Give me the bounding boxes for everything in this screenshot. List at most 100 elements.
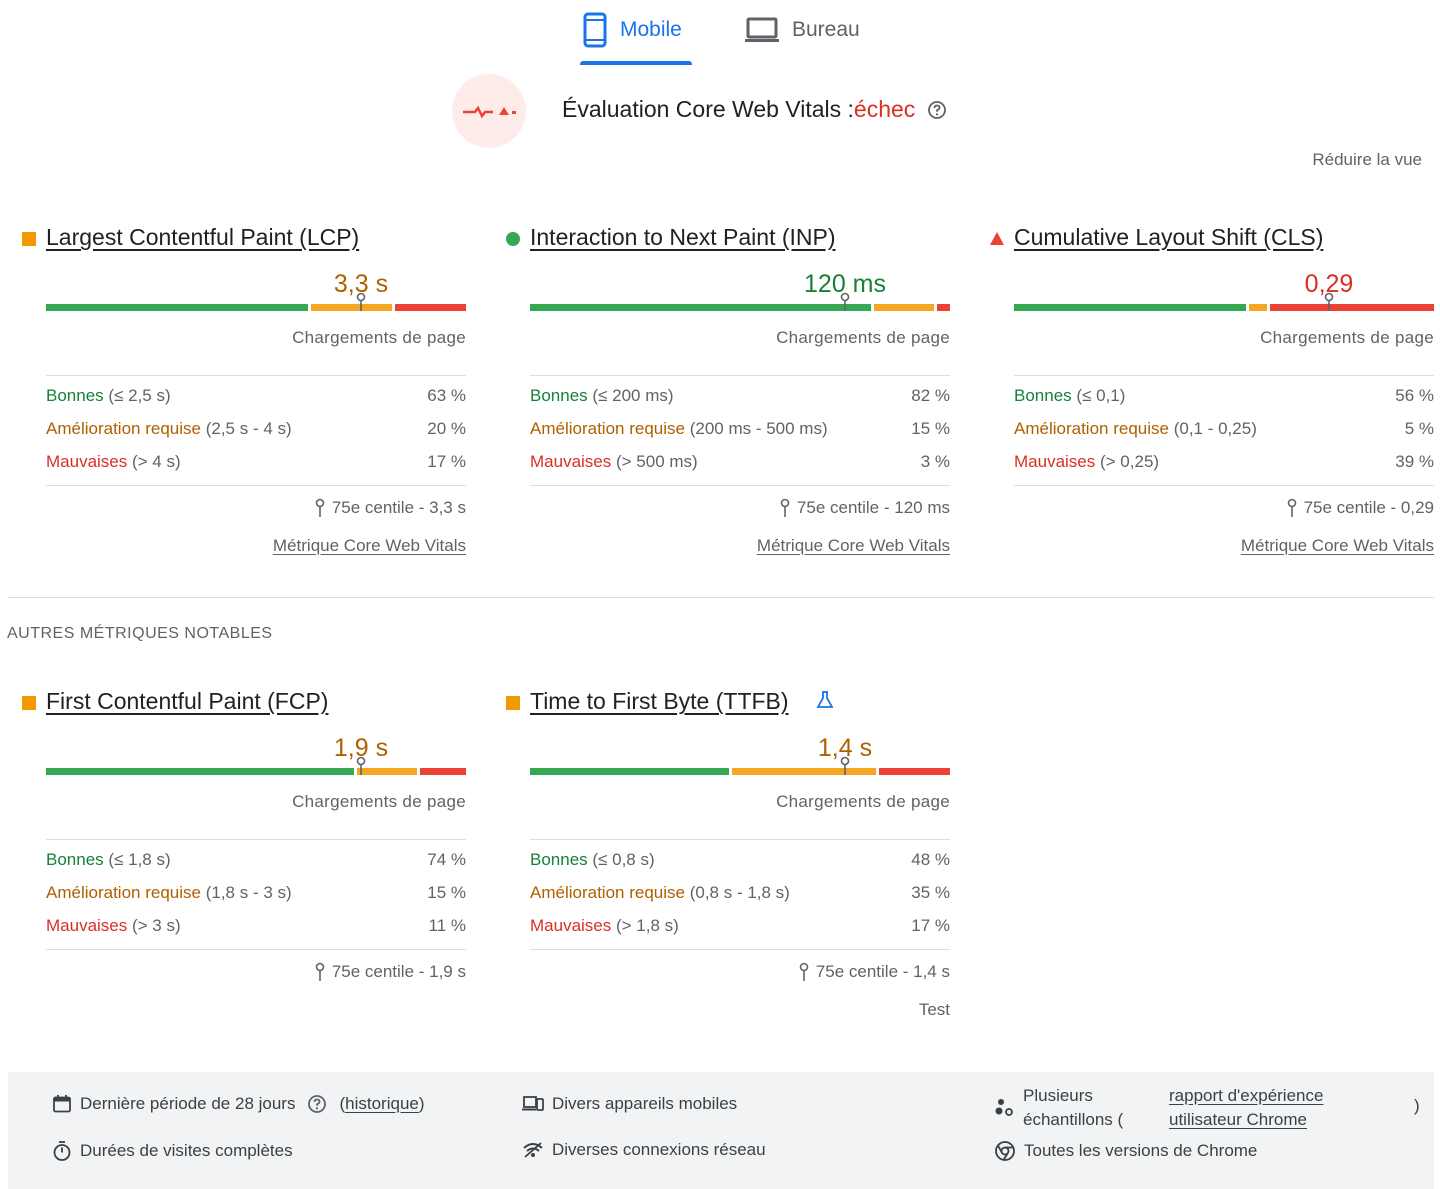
bar-segment-good bbox=[46, 304, 308, 311]
device-tabs: Mobile Bureau bbox=[0, 0, 1440, 70]
core-web-vitals-link[interactable]: Métrique Core Web Vitals bbox=[756, 536, 950, 555]
row-range: (≤ 0,1) bbox=[1076, 386, 1126, 405]
history-link[interactable]: historique bbox=[345, 1094, 419, 1113]
footer-period-label: Dernière période de 28 jours bbox=[80, 1094, 296, 1113]
row-percent: 48 % bbox=[911, 850, 950, 869]
p75-label: 75e centile - 0,29 bbox=[1303, 498, 1434, 517]
flask-icon bbox=[816, 691, 834, 708]
help-icon[interactable] bbox=[307, 1094, 327, 1114]
metric-name-link[interactable]: Time to First Byte (TTFB) bbox=[530, 688, 789, 714]
assessment-status: échec bbox=[853, 96, 916, 122]
row-percent: 56 % bbox=[1395, 386, 1434, 405]
other-metrics-title: AUTRES MÉTRIQUES NOTABLES bbox=[7, 625, 273, 642]
reduce-view-button[interactable]: Réduire la vue bbox=[1312, 150, 1422, 169]
bar-segment-poor bbox=[1270, 304, 1434, 311]
devices-icon bbox=[522, 1096, 544, 1111]
row-percent: 11 % bbox=[428, 916, 467, 935]
distribution-bar bbox=[1014, 292, 1434, 311]
bar-segment-good bbox=[46, 768, 354, 775]
distribution-bar bbox=[530, 292, 950, 311]
row-range: (1,8 s - 3 s) bbox=[205, 883, 292, 902]
row-percent: 39 % bbox=[1395, 452, 1434, 471]
row-label: Mauvaises bbox=[1014, 452, 1096, 471]
p75-label: 75e centile - 120 ms bbox=[796, 498, 950, 517]
crux-link-line1: rapport d'expérience bbox=[1169, 1086, 1324, 1105]
pin-icon bbox=[799, 962, 809, 981]
footer-visits-label: Durées de visites complètes bbox=[80, 1141, 293, 1160]
footer-samples-line2: échantillons ( bbox=[1023, 1110, 1124, 1129]
tab-mobile-label: Mobile bbox=[620, 18, 682, 41]
footer-chrome: Toutes les versions de Chrome bbox=[994, 1140, 1257, 1162]
distribution-row-average: Amélioration requise (1,8 s - 3 s) 15 % bbox=[46, 883, 466, 905]
row-range: (≤ 0,8 s) bbox=[592, 850, 655, 869]
divider bbox=[530, 839, 950, 840]
divider bbox=[1014, 375, 1434, 376]
pin-icon bbox=[1287, 498, 1296, 517]
p75-summary: 75e centile - 3,3 s bbox=[314, 498, 466, 518]
pin-icon bbox=[315, 498, 325, 517]
row-label: Bonnes bbox=[530, 850, 588, 869]
pin-icon bbox=[780, 498, 790, 517]
bar-segment-average bbox=[356, 768, 417, 775]
divider bbox=[46, 375, 466, 376]
footer-devices: Divers appareils mobiles bbox=[522, 1094, 737, 1114]
crux-link-line2: utilisateur Chrome bbox=[1169, 1110, 1307, 1129]
row-label: Bonnes bbox=[1014, 386, 1072, 405]
row-range: (2,5 s - 4 s) bbox=[205, 419, 292, 438]
divider bbox=[530, 485, 950, 486]
distribution-row-poor: Mauvaises (> 4 s) 17 % bbox=[46, 452, 466, 474]
p75-summary: 75e centile - 120 ms bbox=[779, 498, 950, 518]
distribution-bar bbox=[46, 292, 466, 311]
row-range: (0,1 - 0,25) bbox=[1173, 419, 1257, 438]
pin-icon bbox=[315, 962, 325, 981]
row-label: Bonnes bbox=[530, 386, 588, 405]
footer-period: Dernière période de 28 jours (historique… bbox=[52, 1094, 425, 1114]
divider bbox=[530, 375, 950, 376]
bar-segment-poor bbox=[937, 304, 950, 311]
row-label: Mauvaises bbox=[530, 916, 612, 935]
failed-assessment-icon bbox=[452, 74, 526, 148]
metric-name-link[interactable]: Interaction to Next Paint (INP) bbox=[530, 224, 836, 250]
assessment-label: Évaluation Core Web Vitals : bbox=[562, 96, 854, 122]
page-loads-label: Chargements de page bbox=[292, 792, 466, 811]
metric-name-link[interactable]: Largest Contentful Paint (LCP) bbox=[46, 224, 360, 250]
crux-report-link[interactable]: rapport d'expérience utilisateur Chrome bbox=[1169, 1084, 1323, 1132]
bar-segment-poor bbox=[878, 768, 950, 775]
samples-icon bbox=[995, 1099, 1013, 1116]
status-triangle-icon bbox=[990, 232, 1004, 245]
status-square-icon bbox=[22, 232, 36, 246]
p75-summary: 75e centile - 1,9 s bbox=[314, 962, 466, 982]
divider bbox=[46, 949, 466, 950]
core-web-vitals-link[interactable]: Métrique Core Web Vitals bbox=[272, 536, 466, 555]
metric-name-link[interactable]: First Contentful Paint (FCP) bbox=[46, 688, 329, 714]
status-square-icon bbox=[22, 696, 36, 710]
status-circle-icon bbox=[506, 232, 520, 246]
p75-summary: 75e centile - 0,29 bbox=[1286, 498, 1434, 518]
distribution-bar bbox=[530, 756, 950, 775]
row-label: Amélioration requise bbox=[530, 419, 685, 438]
p75-summary: 75e centile - 1,4 s bbox=[798, 962, 950, 982]
history-open-paren: ( bbox=[339, 1094, 346, 1113]
page-loads-label: Chargements de page bbox=[776, 328, 950, 347]
row-range: (≤ 200 ms) bbox=[592, 386, 674, 405]
distribution-row-average: Amélioration requise (0,1 - 0,25) 5 % bbox=[1014, 419, 1434, 441]
distribution-row-poor: Mauvaises (> 3 s) 11 % bbox=[46, 916, 466, 938]
help-icon[interactable] bbox=[927, 100, 947, 120]
row-percent: 3 % bbox=[920, 452, 950, 471]
tab-mobile[interactable]: Mobile bbox=[582, 10, 682, 50]
divider bbox=[46, 485, 466, 486]
p75-label: 75e centile - 3,3 s bbox=[331, 498, 466, 517]
core-web-vitals-link[interactable]: Métrique Core Web Vitals bbox=[1240, 536, 1434, 555]
p75-label: 75e centile - 1,4 s bbox=[815, 962, 950, 981]
page-loads-label: Chargements de page bbox=[776, 792, 950, 811]
p75-marker-icon bbox=[356, 292, 366, 311]
p75-label: 75e centile - 1,9 s bbox=[331, 962, 466, 981]
assessment-title: Évaluation Core Web Vitals : échec bbox=[562, 96, 947, 123]
row-label: Mauvaises bbox=[530, 452, 612, 471]
tab-desktop[interactable]: Bureau bbox=[744, 10, 860, 50]
footer-samples: Plusieurs échantillons ( rapport d'expér… bbox=[994, 1084, 1424, 1134]
divider bbox=[530, 949, 950, 950]
metric-name-link[interactable]: Cumulative Layout Shift (CLS) bbox=[1014, 224, 1324, 250]
distribution-row-good: Bonnes (≤ 2,5 s) 63 % bbox=[46, 386, 466, 408]
test-label: Test bbox=[918, 1000, 950, 1019]
